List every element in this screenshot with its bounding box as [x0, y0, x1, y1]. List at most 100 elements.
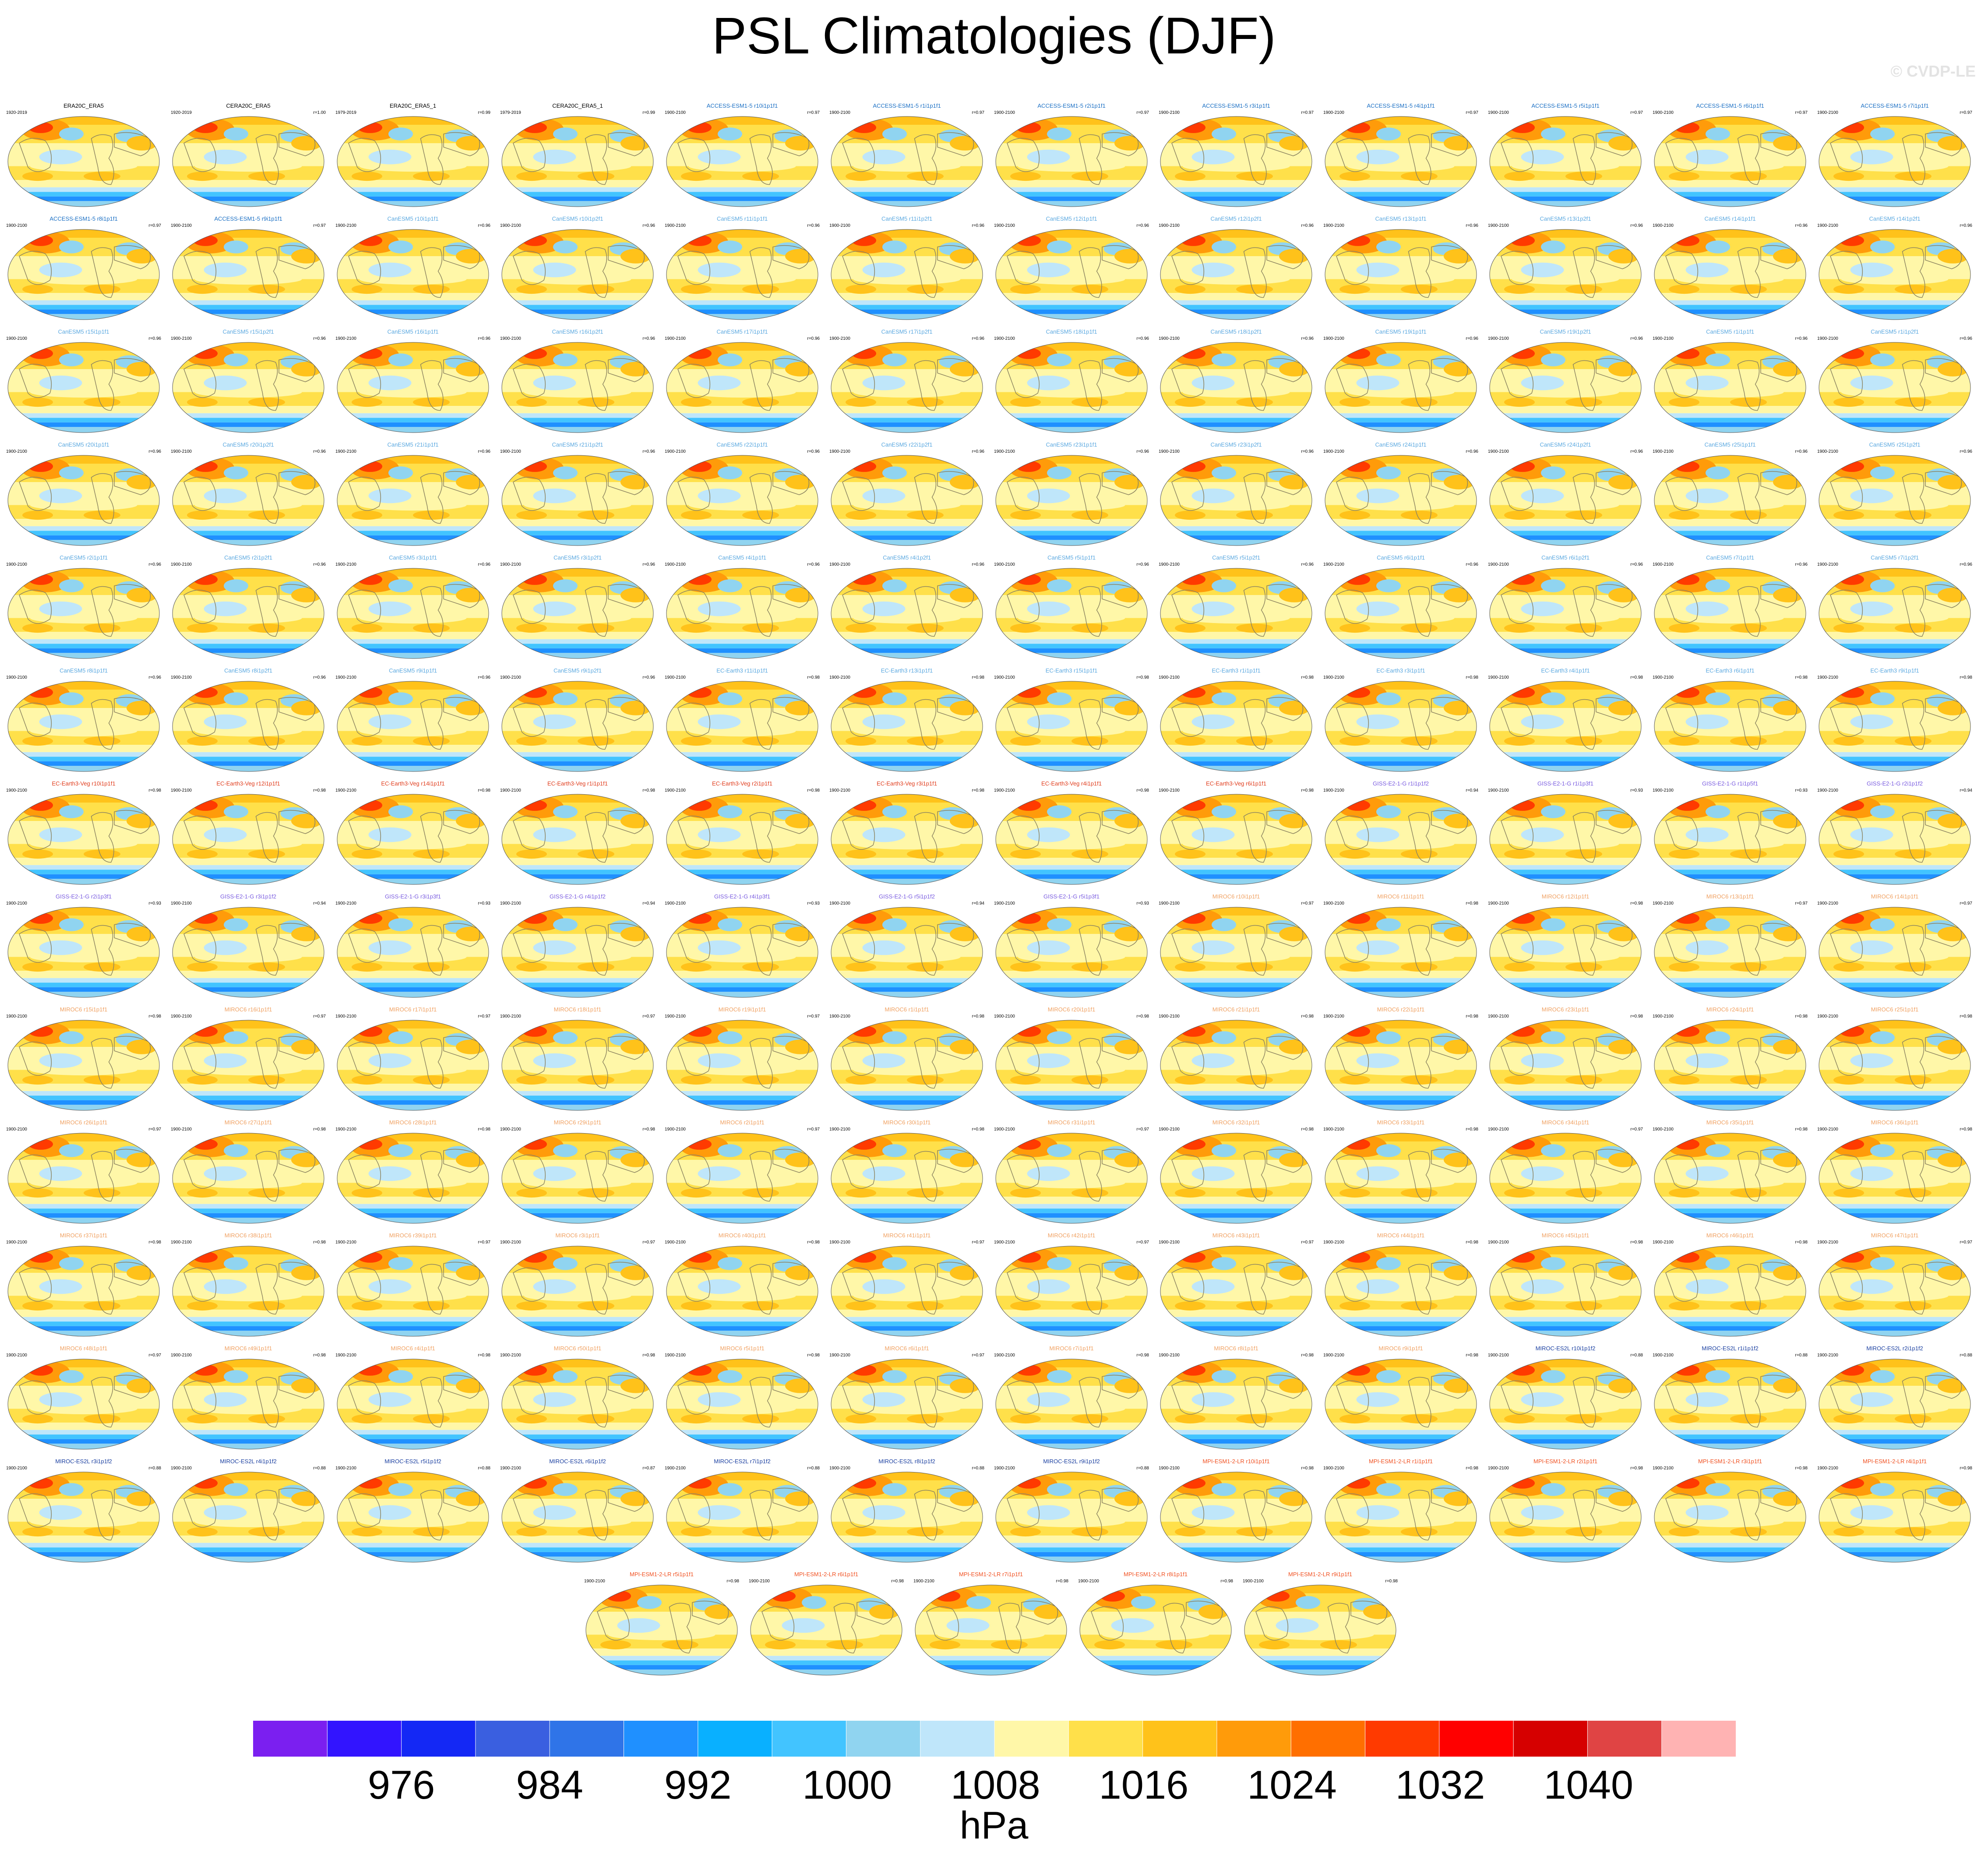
map-panel: MIROC-ES2L r5i1p1f2 1900-2100 r=0.88: [334, 1455, 492, 1565]
pressure-cell: [1870, 692, 1895, 705]
panel-pattern-correlation: r=0.98: [1960, 1466, 1972, 1471]
pressure-cell: [204, 1279, 247, 1294]
pressure-cell: [1191, 1053, 1235, 1068]
pressure-cell: [352, 1301, 382, 1311]
pressure-cell: [187, 1188, 218, 1198]
panel-years: 1900-2100: [1653, 901, 1674, 906]
pressure-band: [666, 1547, 818, 1552]
pressure-cell: [358, 122, 382, 133]
pressure-cell: [1565, 511, 1602, 520]
pressure-band: [8, 745, 159, 752]
coastline: [183, 1148, 316, 1202]
panel-years: 1900-2100: [1323, 1353, 1344, 1358]
pressure-band: [1160, 1197, 1312, 1204]
panel-pattern-correlation: r=1.00: [313, 110, 326, 115]
pressure-cell: [224, 1144, 248, 1157]
pressure-band: [831, 865, 983, 870]
pressure-band: [1325, 1359, 1477, 1367]
map-panel: CanESM5 r16i1p2f1 1900-2100 r=0.96: [498, 326, 657, 435]
pressure-cell: [1850, 1505, 1893, 1520]
panel-years: 1900-2100: [1323, 110, 1344, 115]
pressure-band: [1654, 187, 1806, 192]
panel-title: MIROC6 r27i1p1f1: [224, 1119, 272, 1126]
panel-years: 1900-2100: [994, 1353, 1015, 1358]
pressure-band: [1325, 1434, 1477, 1439]
pressure-cell: [1685, 1053, 1729, 1068]
psl-map: [1489, 342, 1642, 433]
pressure-cell: [1833, 285, 1864, 294]
pressure-cell: [852, 1364, 876, 1376]
pressure-cell: [1685, 149, 1729, 165]
panel-pattern-correlation: r=0.88: [148, 1466, 161, 1471]
pressure-band: [1160, 1439, 1312, 1444]
panel-pattern-correlation: r=0.96: [1466, 336, 1478, 341]
pressure-band: [996, 648, 1147, 653]
pressure-band: [8, 874, 159, 879]
map-panel: CanESM5 r23i1p1f1 1900-2100 r=0.96: [992, 439, 1151, 548]
pressure-band: [1325, 794, 1477, 803]
pressure-band: [173, 531, 324, 535]
pressure-cell: [516, 1414, 547, 1424]
pressure-cell: [681, 962, 712, 972]
pressure-cell: [1706, 127, 1730, 141]
pressure-cell: [681, 511, 712, 520]
coastline: [1830, 584, 1962, 637]
psl-map: [1325, 907, 1477, 998]
panel-years: 1900-2100: [171, 1014, 192, 1019]
panel-pattern-correlation: r=0.97: [642, 1240, 655, 1245]
map-panel: EC-Earth3-Veg r10i1p1f1 1900-2100 r=0.98: [4, 778, 163, 887]
pressure-band: [173, 309, 324, 314]
map-panel: EC-Earth3-Veg r3i1p1f1 1900-2100 r=0.98: [828, 778, 986, 887]
pressure-cell: [1236, 736, 1273, 746]
pressure-band: [337, 531, 489, 535]
panel-years: 1900-2100: [829, 788, 850, 793]
map-panel: MIROC6 r23i1p1f1 1900-2100 r=0.98: [1486, 1004, 1645, 1113]
map-border: [172, 116, 324, 207]
pressure-band: [1490, 858, 1641, 865]
panel-title: MIROC6 r28i1p1f1: [389, 1119, 437, 1126]
pressure-cell: [516, 1188, 547, 1198]
panel-pattern-correlation: r=0.98: [807, 675, 820, 680]
psl-map: [1489, 455, 1642, 546]
pressure-cell: [1706, 1031, 1730, 1044]
pressure-band: [751, 1648, 902, 1656]
coastline: [1171, 1035, 1304, 1089]
map-panel: MIROC6 r22i1p1f1 1900-2100 r=0.98: [1322, 1004, 1480, 1113]
panel-years: 1900-2100: [335, 901, 356, 906]
coastline: [1171, 584, 1304, 637]
panel-pattern-correlation: r=0.88: [972, 1466, 984, 1471]
pressure-band: [1160, 865, 1312, 870]
pressure-band: [915, 1665, 1067, 1670]
pressure-cell: [1072, 849, 1108, 859]
pressure-band: [666, 1552, 818, 1557]
panel-years: 1900-2100: [665, 901, 686, 906]
pressure-band: [1160, 535, 1312, 540]
pressure-band: [173, 858, 324, 865]
pressure-cell: [1339, 736, 1370, 746]
pressure-cell: [1027, 940, 1070, 955]
pressure-cell: [1236, 285, 1273, 294]
pressure-cell: [1833, 736, 1864, 746]
pressure-cell: [224, 466, 248, 479]
map-panel: ERA20C_ERA5_1 1979-2019 r=0.99: [334, 100, 492, 209]
psl-map: [1325, 229, 1477, 320]
panel-years: 1900-2100: [500, 788, 521, 793]
panel-years: 1900-2100: [665, 110, 686, 115]
pressure-band: [1325, 342, 1477, 351]
pressure-cell: [1510, 912, 1535, 924]
pressure-band: [1819, 116, 1970, 125]
pressure-band: [1819, 1552, 1970, 1557]
pressure-band: [1325, 187, 1477, 192]
pressure-cell: [907, 511, 944, 520]
panel-pattern-correlation: r=0.88: [313, 1466, 326, 1471]
pressure-band: [1654, 983, 1806, 987]
pressure-cell: [204, 827, 247, 842]
pressure-cell: [1706, 1483, 1730, 1496]
pressure-band: [831, 757, 983, 761]
panel-years: 1900-2100: [500, 901, 521, 906]
pressure-cell: [1047, 1257, 1072, 1270]
pressure-band: [502, 229, 653, 238]
coastline: [513, 810, 645, 863]
pressure-band: [1490, 1434, 1641, 1439]
panel-years: 1900-2100: [665, 1127, 686, 1132]
